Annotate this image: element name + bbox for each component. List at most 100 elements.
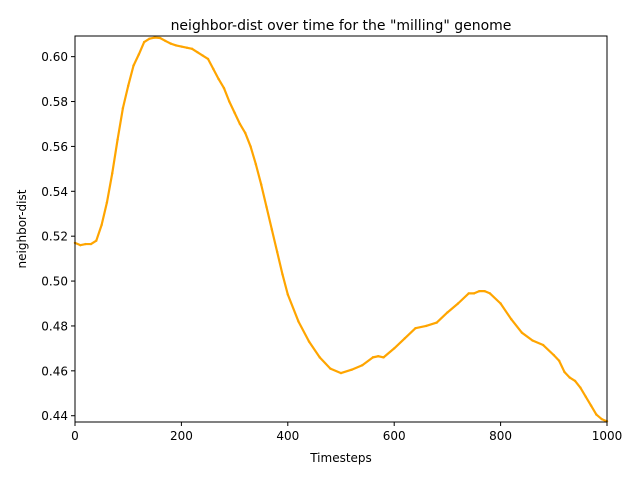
y-axis-label: neighbor-dist (15, 189, 29, 268)
data-point (478, 289, 481, 293)
data-point (260, 183, 263, 186)
x-tick-label: 800 (489, 429, 512, 443)
data-point (435, 321, 438, 324)
data-point (286, 293, 289, 296)
data-point (185, 46, 188, 49)
data-point (201, 54, 204, 57)
data-point (456, 302, 460, 305)
data-point (584, 395, 587, 398)
data-point (595, 413, 598, 416)
y-tick-label: 0.56 (41, 140, 68, 154)
data-point (95, 239, 98, 242)
data-point (244, 131, 247, 135)
data-point (446, 311, 449, 314)
x-tick-label: 200 (170, 429, 193, 443)
data-point (589, 404, 593, 407)
data-point (116, 138, 119, 141)
data-point (79, 243, 82, 247)
data-point (424, 324, 428, 328)
data-point (190, 47, 194, 50)
x-axis-label: Timesteps (309, 451, 372, 465)
data-point (233, 111, 236, 114)
data-point (153, 36, 156, 39)
data-point (196, 50, 199, 54)
data-point (100, 223, 103, 227)
y-tick-label: 0.44 (41, 409, 68, 423)
data-point (403, 337, 407, 340)
data-point (132, 64, 135, 67)
series-points (73, 36, 609, 423)
data-point (164, 39, 167, 43)
data-point (270, 228, 274, 231)
data-point (382, 356, 385, 359)
data-point (377, 355, 380, 358)
x-tick-label: 400 (276, 429, 299, 443)
plot-area (75, 36, 607, 422)
data-point (275, 250, 279, 254)
data-point (174, 44, 178, 47)
data-point (339, 371, 343, 375)
x-axis-ticks: 0 200 400 600 800 1000 (71, 422, 622, 443)
data-point (228, 100, 231, 103)
y-tick-label: 0.52 (41, 230, 68, 244)
y-tick-label: 0.58 (41, 95, 68, 109)
data-point (563, 370, 566, 374)
data-point (127, 84, 130, 88)
y-tick-label: 0.48 (41, 319, 68, 333)
data-point (472, 292, 476, 295)
data-point (121, 107, 125, 110)
data-point (254, 163, 258, 166)
data-point (414, 326, 417, 330)
data-point (158, 36, 162, 40)
chart-title: neighbor-dist over time for the "milling… (171, 18, 512, 34)
plot-frame (74, 35, 608, 423)
data-point (217, 77, 220, 81)
data-point (89, 242, 93, 246)
data-point (467, 292, 470, 295)
data-point (520, 331, 524, 334)
data-point (531, 339, 534, 342)
data-point (541, 343, 545, 347)
y-tick-label: 0.54 (41, 185, 68, 199)
data-point (265, 205, 268, 209)
y-axis-ticks: 0.44 0.46 0.48 0.50 0.52 0.54 0.56 0.58 0.60 (41, 50, 75, 423)
y-tick-label: 0.46 (41, 364, 68, 378)
data-point (281, 273, 284, 276)
data-point (318, 356, 321, 359)
data-point (568, 376, 571, 379)
data-point (180, 45, 183, 48)
data-point (212, 67, 215, 71)
data-point (297, 320, 300, 323)
data-point (169, 42, 172, 45)
data-point (557, 359, 561, 362)
data-point (307, 340, 311, 343)
data-point (361, 364, 364, 367)
x-tick-label: 1000 (592, 429, 623, 443)
data-point (600, 417, 603, 421)
data-point (238, 122, 242, 126)
data-point (142, 40, 146, 44)
series-layer (73, 36, 609, 423)
data-point (393, 347, 396, 350)
x-tick-label: 600 (383, 429, 406, 443)
data-point (111, 172, 114, 175)
x-tick-label: 0 (71, 429, 79, 443)
data-point (350, 368, 353, 371)
data-point (249, 145, 252, 148)
data-point (573, 379, 577, 383)
data-point (148, 37, 151, 40)
data-point (499, 302, 502, 305)
data-point (329, 367, 332, 370)
y-tick-label: 0.50 (41, 275, 68, 289)
data-point (488, 292, 492, 295)
data-point (84, 242, 87, 246)
y-tick-label: 0.60 (41, 50, 68, 64)
data-point (510, 318, 513, 321)
data-point (222, 86, 226, 90)
data-point (137, 53, 141, 56)
data-point (579, 386, 582, 389)
data-point (206, 57, 210, 61)
data-point (483, 289, 486, 293)
data-point (552, 353, 555, 357)
